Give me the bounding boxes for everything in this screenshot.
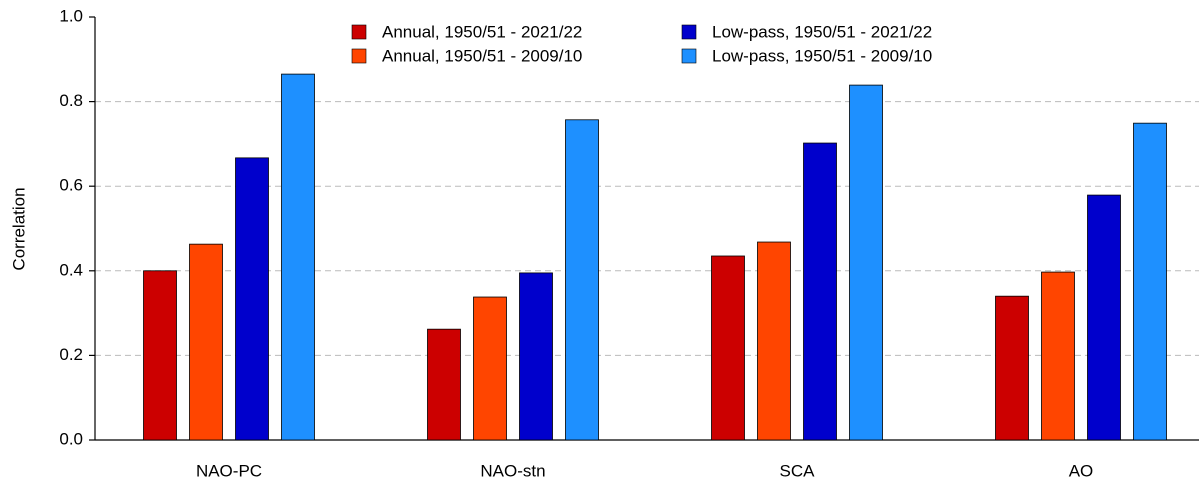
x-tick-label: NAO-stn: [480, 461, 545, 480]
bar: [235, 157, 269, 441]
bar: [1133, 122, 1167, 441]
legend-label: Annual, 1950/51 - 2009/10: [382, 46, 582, 65]
y-tick-label: 0.2: [59, 345, 83, 364]
bar: [803, 142, 837, 441]
bar: [1087, 194, 1121, 441]
bar: [1041, 271, 1075, 441]
bar: [281, 73, 315, 441]
legend-label: Low-pass, 1950/51 - 2021/22: [712, 22, 932, 41]
bar: [995, 295, 1029, 441]
legend-swatch: [681, 48, 697, 64]
y-tick-label: 0.8: [59, 91, 83, 110]
y-axis-label: Correlation: [9, 187, 28, 270]
bar: [757, 241, 791, 441]
y-tick-label: 0.0: [59, 429, 83, 448]
x-tick-label: SCA: [780, 461, 816, 480]
bar: [849, 84, 883, 441]
y-tick-label: 0.6: [59, 176, 83, 195]
bar: [565, 119, 599, 441]
legend-swatch: [681, 24, 697, 40]
y-tick-label: 1.0: [59, 6, 83, 25]
bar: [427, 328, 461, 441]
bar: [519, 272, 553, 441]
legend-label: Low-pass, 1950/51 - 2009/10: [712, 46, 932, 65]
legend-swatch: [351, 48, 367, 64]
legend-label: Annual, 1950/51 - 2021/22: [382, 22, 582, 41]
x-tick-label: NAO-PC: [196, 461, 262, 480]
bar: [711, 255, 745, 441]
x-tick-label: AO: [1069, 461, 1094, 480]
bar: [189, 243, 223, 441]
bar: [473, 296, 507, 441]
legend-swatch: [351, 24, 367, 40]
bar: [143, 270, 177, 441]
y-tick-label: 0.4: [59, 260, 83, 279]
